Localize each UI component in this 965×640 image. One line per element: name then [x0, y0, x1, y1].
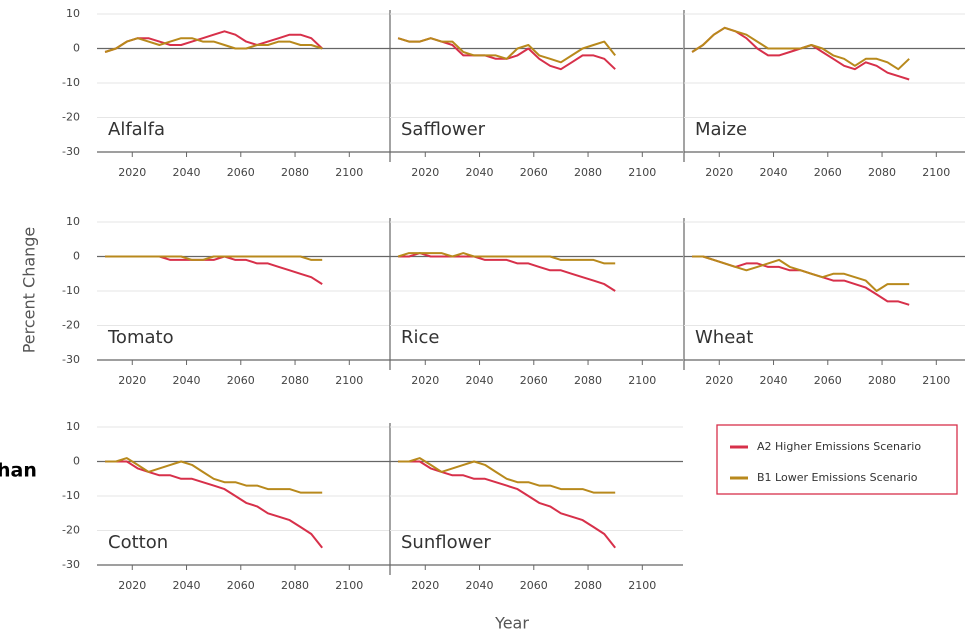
y-tick-label: -30 [62, 145, 80, 158]
x-tick-label: 2040 [173, 166, 201, 179]
panel-title: Sunflower [401, 532, 491, 553]
x-tick-label: 2080 [574, 166, 602, 179]
series-line [691, 26, 910, 81]
x-tick-label: 2080 [281, 374, 309, 387]
x-tick-label: 2020 [118, 579, 146, 592]
x-tick-label: 2060 [227, 579, 255, 592]
y-tick-label: -20 [62, 524, 80, 537]
series-line [105, 457, 323, 494]
x-tick-label: 2100 [628, 166, 656, 179]
x-tick-label: 2080 [868, 374, 896, 387]
x-tick-label: 2040 [466, 374, 494, 387]
x-tick-label: 2040 [466, 579, 494, 592]
x-tick-label: 2060 [814, 374, 842, 387]
legend-box [716, 424, 958, 495]
series-line [397, 37, 616, 64]
x-tick-label: 2080 [574, 374, 602, 387]
x-tick-label: 2100 [628, 579, 656, 592]
x-axis-label: Year [494, 614, 529, 633]
x-tick-label: 2060 [814, 166, 842, 179]
x-tick-label: 2060 [520, 166, 548, 179]
x-tick-label: 2080 [868, 166, 896, 179]
x-tick-label: 2060 [520, 374, 548, 387]
series-line [398, 457, 616, 494]
panel-title: Maize [695, 119, 747, 140]
y-tick-label: 0 [73, 455, 80, 468]
series-line [398, 252, 616, 292]
x-tick-label: 2020 [411, 374, 439, 387]
series-line [105, 255, 323, 285]
panel-title: Wheat [695, 327, 753, 348]
x-tick-label: 2040 [173, 374, 201, 387]
x-tick-label: 2100 [628, 374, 656, 387]
legend-label: B1 Lower Emissions Scenario [757, 471, 918, 484]
series-line [104, 30, 323, 53]
y-tick-label: -30 [62, 558, 80, 571]
y-tick-label: -20 [62, 111, 80, 124]
x-tick-label: 2080 [281, 579, 309, 592]
y-tick-label: -10 [62, 284, 80, 297]
x-tick-label: 2080 [281, 166, 309, 179]
y-tick-label: -10 [62, 489, 80, 502]
x-tick-label: 2060 [227, 166, 255, 179]
y-tick-label: 10 [66, 215, 80, 228]
panel-title: Rice [401, 327, 439, 348]
x-tick-label: 2100 [922, 374, 950, 387]
y-tick-label: 0 [73, 42, 80, 55]
x-tick-label: 2080 [574, 579, 602, 592]
y-tick-label: -30 [62, 353, 80, 366]
x-tick-label: 2100 [335, 166, 363, 179]
series-line [398, 460, 616, 549]
series-line [105, 255, 323, 261]
panel-title: Cotton [108, 532, 168, 553]
x-tick-label: 2060 [227, 374, 255, 387]
y-tick-label: 0 [73, 250, 80, 263]
x-tick-label: 2020 [705, 166, 733, 179]
legend-label: A2 Higher Emissions Scenario [757, 440, 921, 453]
x-tick-label: 2020 [411, 579, 439, 592]
series-line [397, 252, 616, 265]
side-text: han [0, 460, 37, 482]
y-axis-label: Percent Change [20, 227, 39, 354]
series-line [105, 460, 323, 549]
x-tick-label: 2040 [760, 374, 788, 387]
series-line [397, 37, 616, 71]
x-tick-label: 2020 [118, 374, 146, 387]
panel-title: Safflower [401, 119, 486, 140]
x-tick-label: 2100 [335, 374, 363, 387]
y-tick-label: -10 [62, 76, 80, 89]
y-tick-label: 10 [66, 7, 80, 20]
series-line [691, 26, 910, 71]
panel-title: Tomato [107, 327, 174, 348]
x-tick-label: 2040 [173, 579, 201, 592]
x-tick-label: 2020 [118, 166, 146, 179]
panel-title: Alfalfa [108, 119, 165, 140]
x-tick-label: 2040 [760, 166, 788, 179]
series-line [104, 37, 323, 53]
x-tick-label: 2100 [335, 579, 363, 592]
y-tick-label: -20 [62, 319, 80, 332]
x-tick-label: 2040 [466, 166, 494, 179]
x-tick-label: 2020 [411, 166, 439, 179]
x-tick-label: 2100 [922, 166, 950, 179]
x-tick-label: 2060 [520, 579, 548, 592]
x-tick-label: 2020 [705, 374, 733, 387]
y-tick-label: 10 [66, 420, 80, 433]
series-line [692, 255, 910, 292]
